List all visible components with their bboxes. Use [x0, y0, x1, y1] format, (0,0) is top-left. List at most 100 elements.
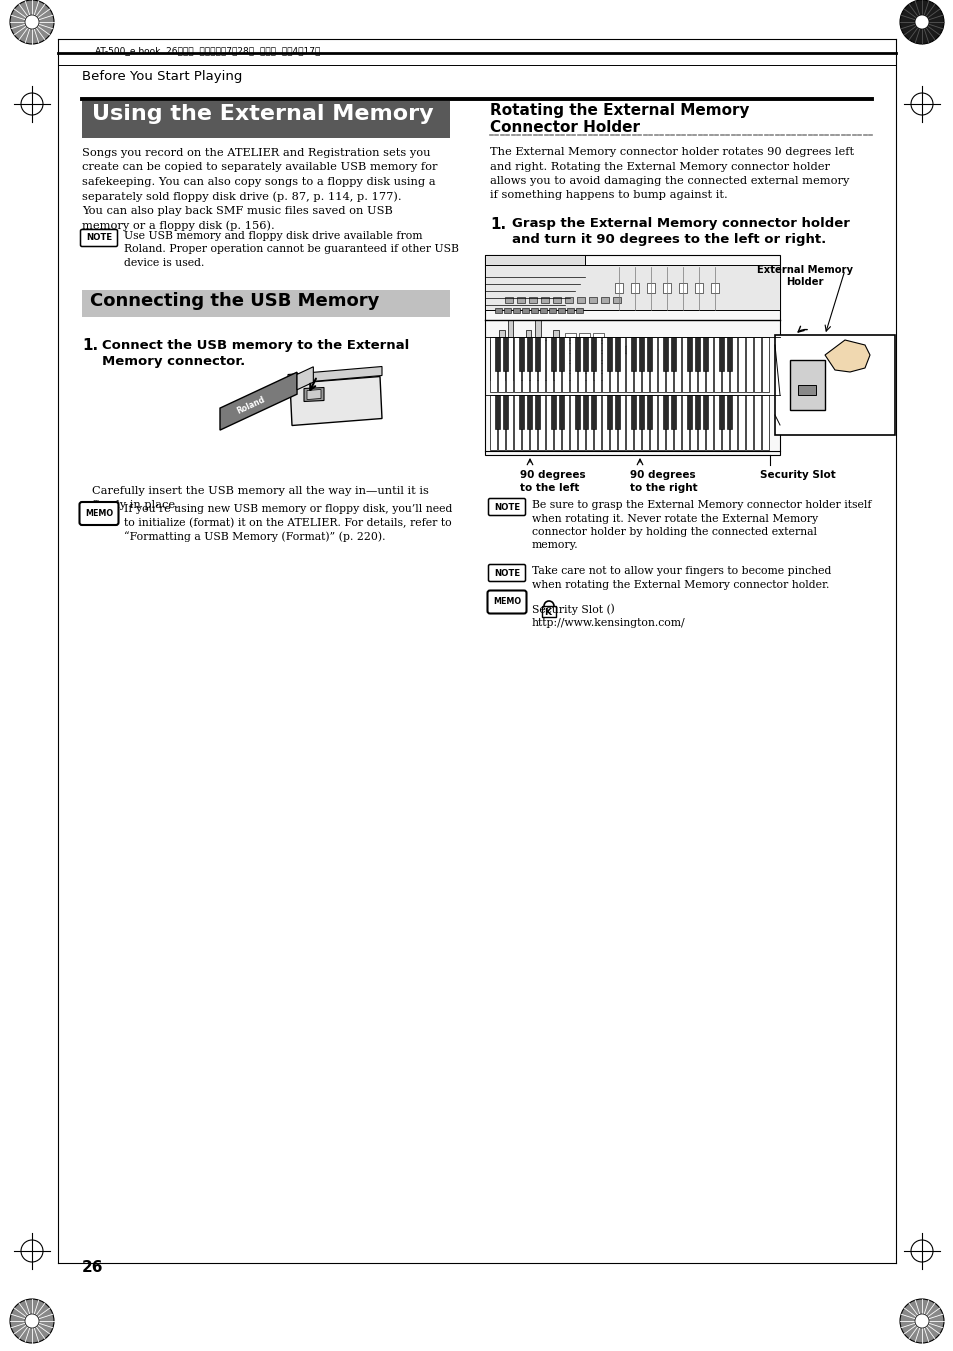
Bar: [713, 394, 720, 450]
Bar: [521, 336, 529, 392]
Text: device is used.: device is used.: [124, 258, 204, 267]
Bar: [551, 336, 556, 372]
Text: if something happens to bump against it.: if something happens to bump against it.: [490, 190, 727, 200]
Circle shape: [914, 15, 928, 28]
Bar: [721, 336, 728, 392]
Polygon shape: [290, 377, 381, 426]
Bar: [82, 289, 450, 316]
Text: when rotating it. Never rotate the External Memory: when rotating it. Never rotate the Exter…: [532, 513, 818, 523]
Text: You can also play back SMF music files saved on USB: You can also play back SMF music files s…: [82, 205, 393, 216]
Text: Roland: Roland: [234, 394, 266, 416]
Bar: [702, 336, 707, 372]
Text: 1.: 1.: [82, 339, 98, 354]
Bar: [526, 394, 532, 430]
Bar: [695, 394, 700, 430]
Bar: [569, 394, 577, 450]
Bar: [521, 308, 529, 313]
Text: NOTE: NOTE: [494, 503, 519, 512]
Bar: [613, 297, 620, 303]
Bar: [564, 373, 576, 380]
Bar: [566, 308, 574, 313]
Bar: [590, 336, 596, 372]
Bar: [569, 336, 577, 392]
Bar: [600, 297, 608, 303]
Bar: [564, 363, 576, 370]
Text: Connector Holder: Connector Holder: [490, 120, 639, 135]
Text: MEMO: MEMO: [493, 597, 520, 607]
Bar: [543, 340, 548, 380]
Bar: [558, 308, 564, 313]
Text: 1.: 1.: [490, 218, 506, 232]
Bar: [710, 282, 719, 293]
Text: NOTE: NOTE: [494, 569, 519, 577]
Bar: [609, 394, 617, 450]
Bar: [564, 343, 576, 350]
Text: “Formatting a USB Memory (Format)” (p. 220).: “Formatting a USB Memory (Format)” (p. 2…: [124, 531, 385, 542]
Bar: [594, 394, 600, 450]
Text: http://www.kensington.com/: http://www.kensington.com/: [532, 617, 685, 628]
Bar: [497, 336, 504, 392]
Bar: [738, 336, 744, 392]
Bar: [578, 373, 589, 380]
Bar: [646, 394, 651, 430]
Bar: [590, 394, 596, 430]
FancyBboxPatch shape: [79, 503, 118, 526]
Bar: [689, 394, 697, 450]
Bar: [514, 394, 520, 450]
Bar: [761, 336, 768, 392]
Bar: [726, 394, 731, 430]
Bar: [745, 336, 752, 392]
Bar: [615, 282, 622, 293]
Bar: [606, 394, 612, 430]
Bar: [576, 308, 582, 313]
Text: to the left: to the left: [519, 484, 578, 493]
Text: Be sure to grasp the External Memory connector holder itself: Be sure to grasp the External Memory con…: [532, 500, 871, 509]
Bar: [630, 282, 639, 293]
Bar: [537, 336, 544, 392]
Bar: [630, 336, 636, 372]
Text: firmly in place.: firmly in place.: [91, 500, 179, 511]
Text: memory or a floppy disk (p. 156).: memory or a floppy disk (p. 156).: [82, 220, 274, 231]
Bar: [774, 335, 894, 435]
Bar: [593, 373, 603, 380]
Bar: [615, 336, 619, 372]
Circle shape: [10, 1300, 54, 1343]
FancyBboxPatch shape: [487, 590, 526, 613]
Bar: [679, 282, 686, 293]
Bar: [517, 297, 524, 303]
Text: NOTE: NOTE: [86, 234, 112, 242]
Bar: [593, 332, 603, 340]
Bar: [531, 308, 537, 313]
Bar: [525, 330, 531, 380]
Bar: [686, 336, 691, 372]
Text: Take care not to allow your fingers to become pinched: Take care not to allow your fingers to b…: [532, 566, 830, 576]
Polygon shape: [296, 366, 313, 390]
Bar: [681, 336, 688, 392]
Bar: [713, 336, 720, 392]
Bar: [797, 385, 815, 394]
Bar: [553, 297, 560, 303]
Bar: [615, 394, 619, 430]
Bar: [729, 336, 737, 392]
Bar: [789, 359, 824, 409]
Bar: [665, 336, 672, 392]
Text: ): ): [606, 604, 614, 615]
Bar: [594, 336, 600, 392]
Text: allows you to avoid damaging the connected external memory: allows you to avoid damaging the connect…: [490, 176, 848, 186]
Bar: [618, 336, 624, 392]
Text: If you’re using new USB memory or floppy disk, you’ll need: If you’re using new USB memory or floppy…: [124, 504, 452, 515]
Bar: [686, 394, 691, 430]
Circle shape: [914, 1315, 928, 1328]
Bar: [530, 336, 537, 392]
Bar: [729, 394, 737, 450]
Bar: [753, 336, 760, 392]
Text: separately sold floppy disk drive (p. 87, p. 114, p. 177).: separately sold floppy disk drive (p. 87…: [82, 192, 401, 203]
Bar: [498, 330, 504, 380]
Bar: [564, 297, 573, 303]
Text: Songs you record on the ATELIER and Registration sets you: Songs you record on the ATELIER and Regi…: [82, 149, 430, 158]
Circle shape: [670, 346, 679, 354]
Bar: [540, 297, 548, 303]
Bar: [761, 394, 768, 450]
Text: Security Slot (: Security Slot (: [532, 604, 614, 615]
Bar: [702, 394, 707, 430]
